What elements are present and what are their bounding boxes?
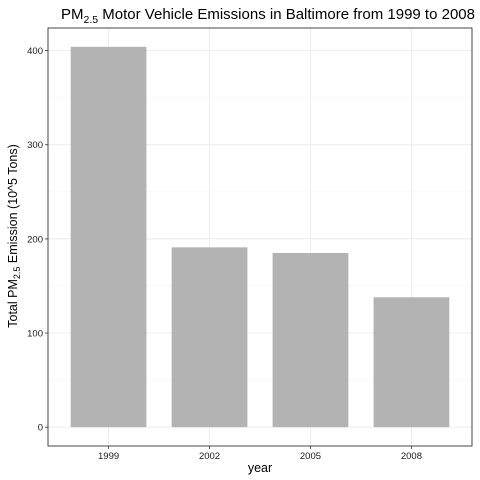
y-tick-label: 100	[27, 328, 43, 339]
y-tick-label: 400	[27, 46, 43, 57]
x-axis-title: year	[248, 461, 272, 475]
panel-border	[47, 27, 473, 447]
x-tick-label: 2002	[199, 451, 220, 462]
x-tick-label: 2008	[401, 451, 422, 462]
chart-title-suffix: Motor Vehicle Emissions in Baltimore fro…	[98, 6, 475, 23]
x-axis: 1999 2002 2005 2008	[98, 446, 422, 462]
chart-title-prefix: PM	[61, 6, 84, 23]
bar	[272, 253, 349, 428]
chart-title-subscript: 2.5	[84, 14, 99, 26]
x-tick-label: 2005	[300, 451, 321, 462]
bars	[70, 46, 450, 428]
bar	[171, 247, 248, 428]
y-tick-label: 300	[27, 140, 43, 151]
bar	[373, 297, 450, 428]
y-axis: 0 100 200 300 400	[27, 46, 48, 434]
y-tick-label: 0	[38, 423, 43, 434]
y-axis-title-suffix: Emission (10^5 Tons)	[6, 144, 20, 266]
x-tick-label: 1999	[98, 451, 119, 462]
bar	[70, 46, 147, 428]
y-axis-title-prefix: Total PM	[6, 279, 20, 328]
y-axis-title: Total PM2.5 Emission (10^5 Tons)	[6, 144, 22, 328]
y-tick-label: 200	[27, 234, 43, 245]
y-axis-title-subscript: 2.5	[12, 267, 22, 280]
chart-title: PM2.5 Motor Vehicle Emissions in Baltimo…	[61, 6, 475, 26]
